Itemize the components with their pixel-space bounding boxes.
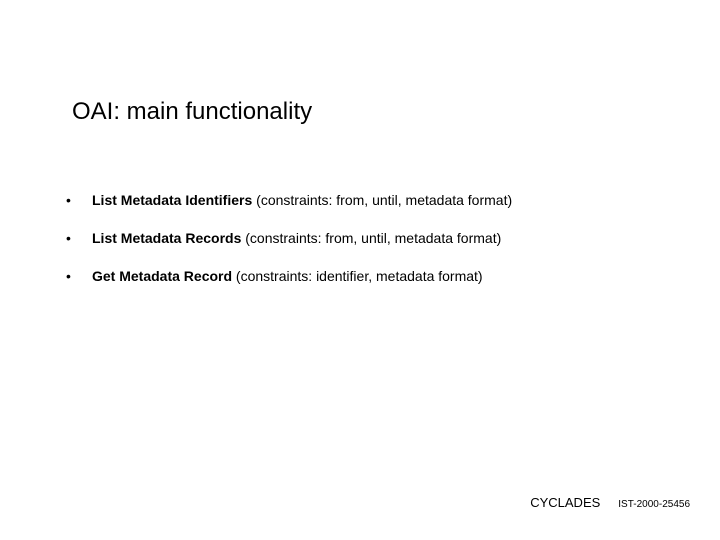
bullet-text: List Metadata Identifiers (constraints: …: [92, 192, 660, 208]
bullet-rest: (constraints: from, until, metadata form…: [241, 230, 501, 246]
slide: OAI: main functionality • List Metadata …: [0, 0, 720, 540]
footer-reference: IST-2000-25456: [618, 499, 690, 510]
bullet-bold: List Metadata Records: [92, 230, 241, 246]
list-item: • List Metadata Identifiers (constraints…: [64, 192, 660, 208]
bullet-rest: (constraints: identifier, metadata forma…: [232, 268, 483, 284]
bullet-marker: •: [64, 268, 92, 284]
bullet-list: • List Metadata Identifiers (constraints…: [64, 192, 660, 306]
footer: CYCLADES IST-2000-25456: [530, 495, 690, 510]
slide-title: OAI: main functionality: [72, 98, 312, 126]
bullet-rest: (constraints: from, until, metadata form…: [252, 192, 512, 208]
bullet-marker: •: [64, 192, 92, 208]
bullet-marker: •: [64, 230, 92, 246]
list-item: • Get Metadata Record (constraints: iden…: [64, 268, 660, 284]
bullet-text: Get Metadata Record (constraints: identi…: [92, 268, 660, 284]
bullet-bold: List Metadata Identifiers: [92, 192, 252, 208]
list-item: • List Metadata Records (constraints: fr…: [64, 230, 660, 246]
footer-project: CYCLADES: [530, 495, 600, 510]
bullet-text: List Metadata Records (constraints: from…: [92, 230, 660, 246]
bullet-bold: Get Metadata Record: [92, 268, 232, 284]
